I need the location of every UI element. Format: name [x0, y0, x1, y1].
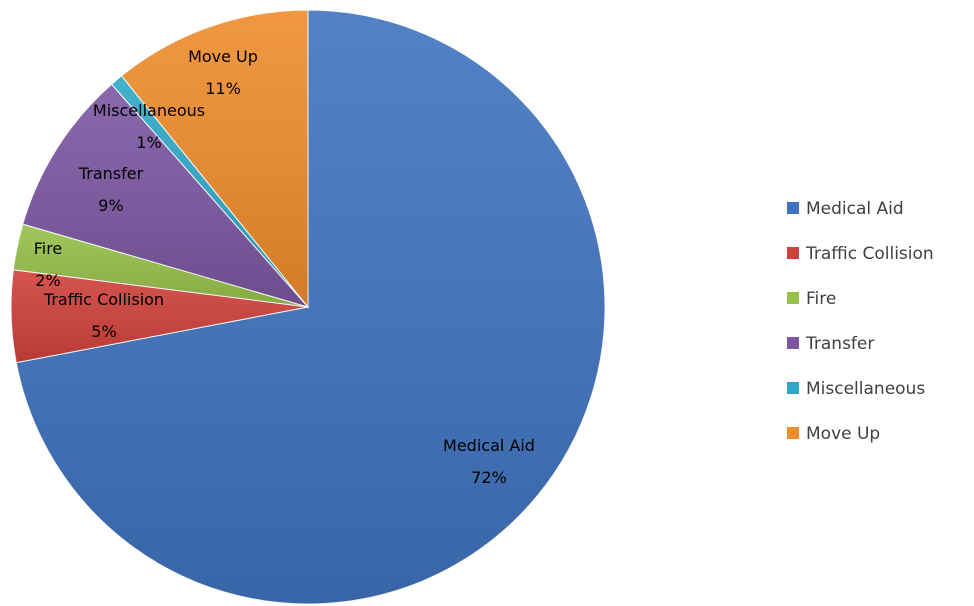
slice-percent-miscellaneous: 1% — [136, 133, 161, 152]
slice-percent-move-up: 11% — [205, 79, 241, 98]
slice-label-fire: Fire — [34, 239, 63, 258]
slice-percent-fire: 2% — [35, 271, 60, 290]
pie-slice-shading — [22, 84, 308, 307]
legend-label-transfer: Transfer — [805, 334, 874, 354]
slice-percent-medical-aid: 72% — [471, 468, 507, 487]
legend-label-move-up: Move Up — [806, 424, 880, 444]
legend-swatch-transfer — [787, 337, 799, 349]
legend: Medical Aid Traffic Collision Fire Transfer… — [787, 199, 934, 444]
pie-slice-shading — [121, 10, 308, 307]
pie-slice-shading — [111, 75, 308, 308]
legend-swatch-miscellaneous — [787, 382, 799, 394]
legend-swatch-medical-aid — [787, 202, 799, 214]
slice-label-medical-aid: Medical Aid — [443, 436, 535, 455]
legend-label-miscellaneous: Miscellaneous — [806, 379, 925, 399]
legend-label-fire: Fire — [806, 289, 836, 309]
slice-label-traffic-collision: Traffic Collision — [43, 290, 164, 309]
legend-swatch-fire — [787, 292, 799, 304]
legend-label-traffic-collision: Traffic Collision — [805, 244, 934, 264]
slice-percent-transfer: 9% — [98, 196, 123, 215]
slice-percent-traffic-collision: 5% — [91, 322, 116, 341]
slice-labels: Medical Aid 72% Traffic Collision 5% Fire 2% T… — [34, 47, 535, 487]
pie-slice-shading — [16, 10, 606, 605]
pie-slice-shading — [10, 269, 308, 363]
slice-label-miscellaneous: Miscellaneous — [93, 101, 205, 120]
legend-label-medical-aid: Medical Aid — [806, 199, 904, 219]
pie-slices — [10, 9, 606, 605]
slice-label-move-up: Move Up — [188, 47, 258, 66]
legend-swatch-move-up — [787, 427, 799, 439]
pie-slice-shading — [13, 224, 309, 307]
slice-label-transfer: Transfer — [78, 164, 144, 183]
legend-swatch-traffic-collision — [787, 247, 799, 259]
